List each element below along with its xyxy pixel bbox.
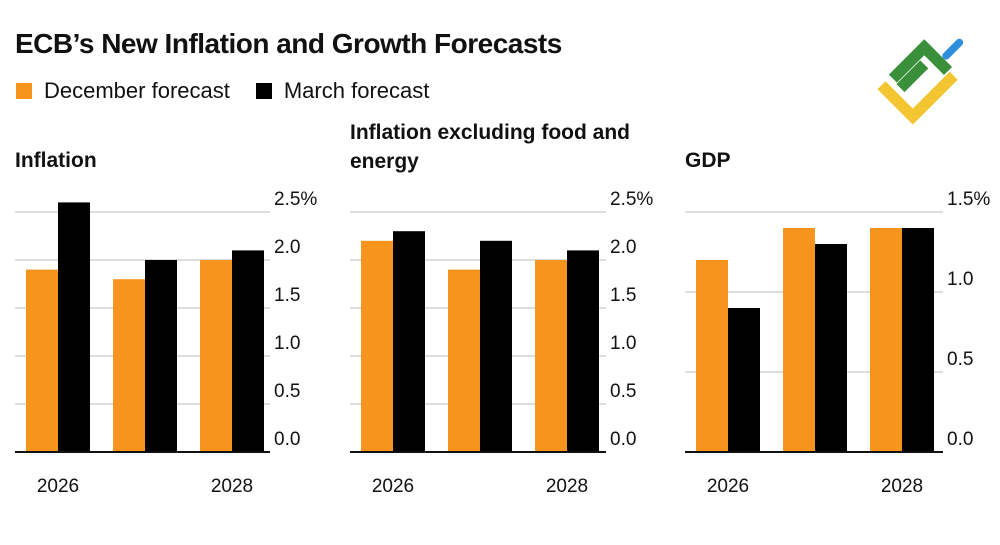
- y-tick-label: 1.5: [274, 285, 300, 306]
- y-tick-label: 2.5%: [274, 189, 317, 210]
- panel-title: Inflation: [15, 149, 97, 172]
- x-tick-label: 2028: [881, 476, 923, 497]
- logo-yellow-chevron: [877, 71, 958, 125]
- y-tick-label: 0.5: [274, 381, 300, 402]
- panel-title: Inflation excluding food and: [350, 121, 630, 144]
- bar-december-forecast: [448, 269, 480, 452]
- y-tick-label: 0.0: [610, 429, 636, 450]
- bar-march-forecast: [480, 240, 512, 452]
- legend-label-december: December forecast: [44, 78, 230, 103]
- bar-march-forecast: [902, 228, 934, 452]
- bar-december-forecast: [361, 240, 393, 452]
- bar-march-forecast: [728, 308, 760, 452]
- bar-december-forecast: [535, 260, 567, 452]
- legend-item-december: December forecast: [16, 78, 230, 104]
- bar-december-forecast: [113, 279, 145, 452]
- logo-green-bar: [896, 60, 929, 93]
- panel-title: energy: [350, 150, 419, 173]
- bar-december-forecast: [26, 269, 58, 452]
- bar-december-forecast: [200, 260, 232, 452]
- y-tick-label: 1.0: [610, 333, 636, 354]
- y-tick-label: 1.0: [947, 269, 973, 290]
- x-tick-label: 2026: [372, 476, 414, 497]
- x-tick-label: 2026: [37, 476, 79, 497]
- y-tick-label: 0.0: [274, 429, 300, 450]
- y-tick-label: 0.5: [947, 349, 973, 370]
- bar-march-forecast: [815, 244, 847, 452]
- panel-title: GDP: [685, 149, 731, 172]
- logo-blue-accent: [942, 38, 964, 60]
- legend-item-march: March forecast: [255, 78, 430, 104]
- bar-december-forecast: [783, 228, 815, 452]
- x-tick-label: 2028: [211, 476, 253, 497]
- bar-march-forecast: [393, 231, 425, 452]
- y-tick-label: 1.5%: [947, 189, 990, 210]
- y-tick-label: 0.0: [947, 429, 973, 450]
- bar-march-forecast: [145, 260, 177, 452]
- y-tick-label: 1.5: [610, 285, 636, 306]
- y-tick-label: 2.0: [274, 237, 300, 258]
- legend: December forecast March forecast: [16, 78, 455, 104]
- bar-december-forecast: [870, 228, 902, 452]
- legend-swatch-december: [16, 83, 32, 99]
- x-tick-label: 2026: [707, 476, 749, 497]
- bar-march-forecast: [232, 250, 264, 452]
- y-tick-label: 1.0: [274, 333, 300, 354]
- logo-green-chevron: [888, 39, 953, 83]
- bar-march-forecast: [567, 250, 599, 452]
- legend-swatch-march: [255, 83, 272, 99]
- y-tick-label: 2.5%: [610, 189, 653, 210]
- y-tick-label: 0.5: [610, 381, 636, 402]
- chart-title: ECB’s New Inflation and Growth Forecasts: [15, 28, 562, 59]
- bar-december-forecast: [696, 260, 728, 452]
- y-tick-label: 2.0: [610, 237, 636, 258]
- legend-label-march: March forecast: [283, 78, 430, 103]
- x-tick-label: 2028: [546, 476, 588, 497]
- bar-march-forecast: [58, 202, 90, 452]
- brand-logo-icon: [877, 38, 964, 125]
